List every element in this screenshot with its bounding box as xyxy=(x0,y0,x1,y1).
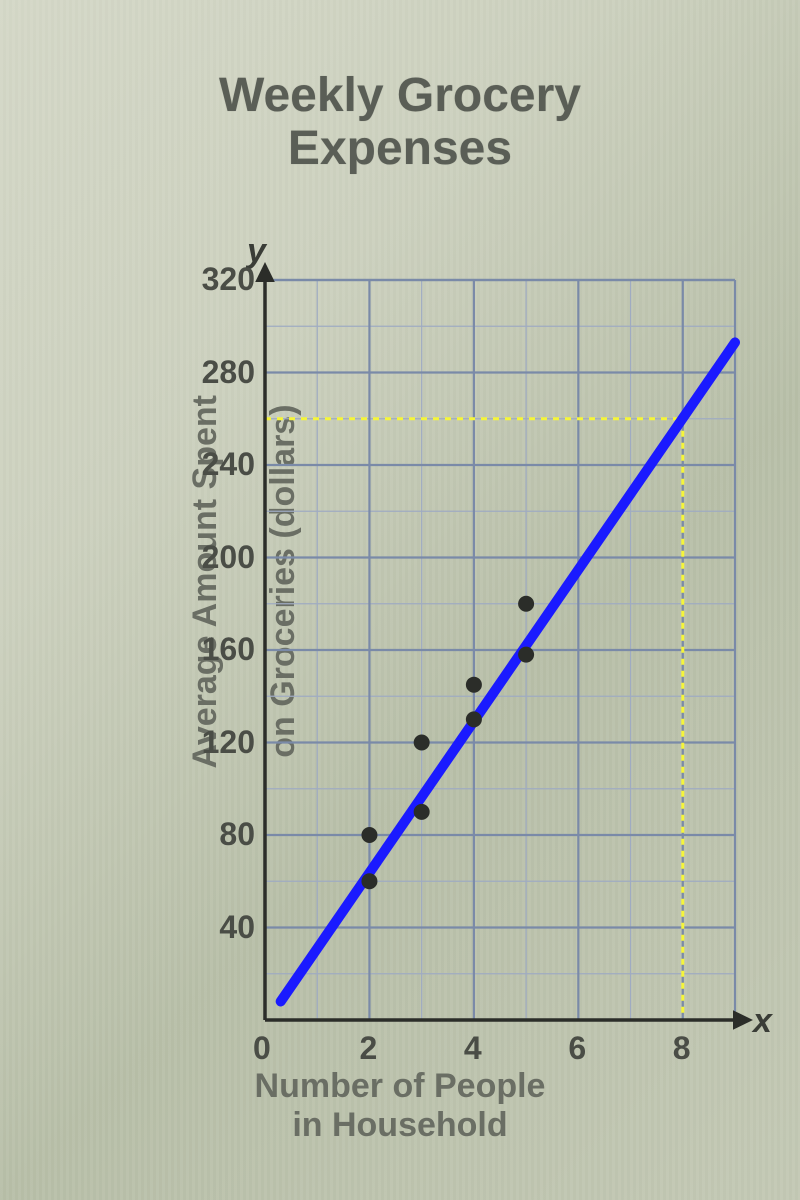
y-tick-label: 320 xyxy=(183,261,255,298)
x-tick-label: 2 xyxy=(359,1030,377,1067)
origin-label: 0 xyxy=(253,1030,271,1067)
y-tick-label: 200 xyxy=(183,539,255,576)
title-line1: Weekly Grocery xyxy=(219,69,581,122)
chart-svg xyxy=(225,240,775,1060)
x-axis-label: Number of People in Household xyxy=(30,1067,770,1145)
chart-frame: Weekly Grocery Expenses Average Amount S… xyxy=(30,30,770,1170)
xlabel-line1: Number of People xyxy=(255,1067,546,1105)
xlabel-line2: in Household xyxy=(292,1106,507,1144)
chart-title: Weekly Grocery Expenses xyxy=(30,70,770,176)
y-tick-label: 240 xyxy=(183,446,255,483)
x-tick-label: 4 xyxy=(464,1030,482,1067)
y-tick-label: 280 xyxy=(183,354,255,391)
y-tick-label: 80 xyxy=(183,816,255,853)
y-tick-label: 160 xyxy=(183,631,255,668)
y-tick-label: 40 xyxy=(183,909,255,946)
plot-area xyxy=(265,280,735,1020)
title-line2: Expenses xyxy=(288,122,512,175)
y-tick-label: 120 xyxy=(183,724,255,761)
x-tick-label: 6 xyxy=(568,1030,586,1067)
x-tick-label: 8 xyxy=(673,1030,691,1067)
